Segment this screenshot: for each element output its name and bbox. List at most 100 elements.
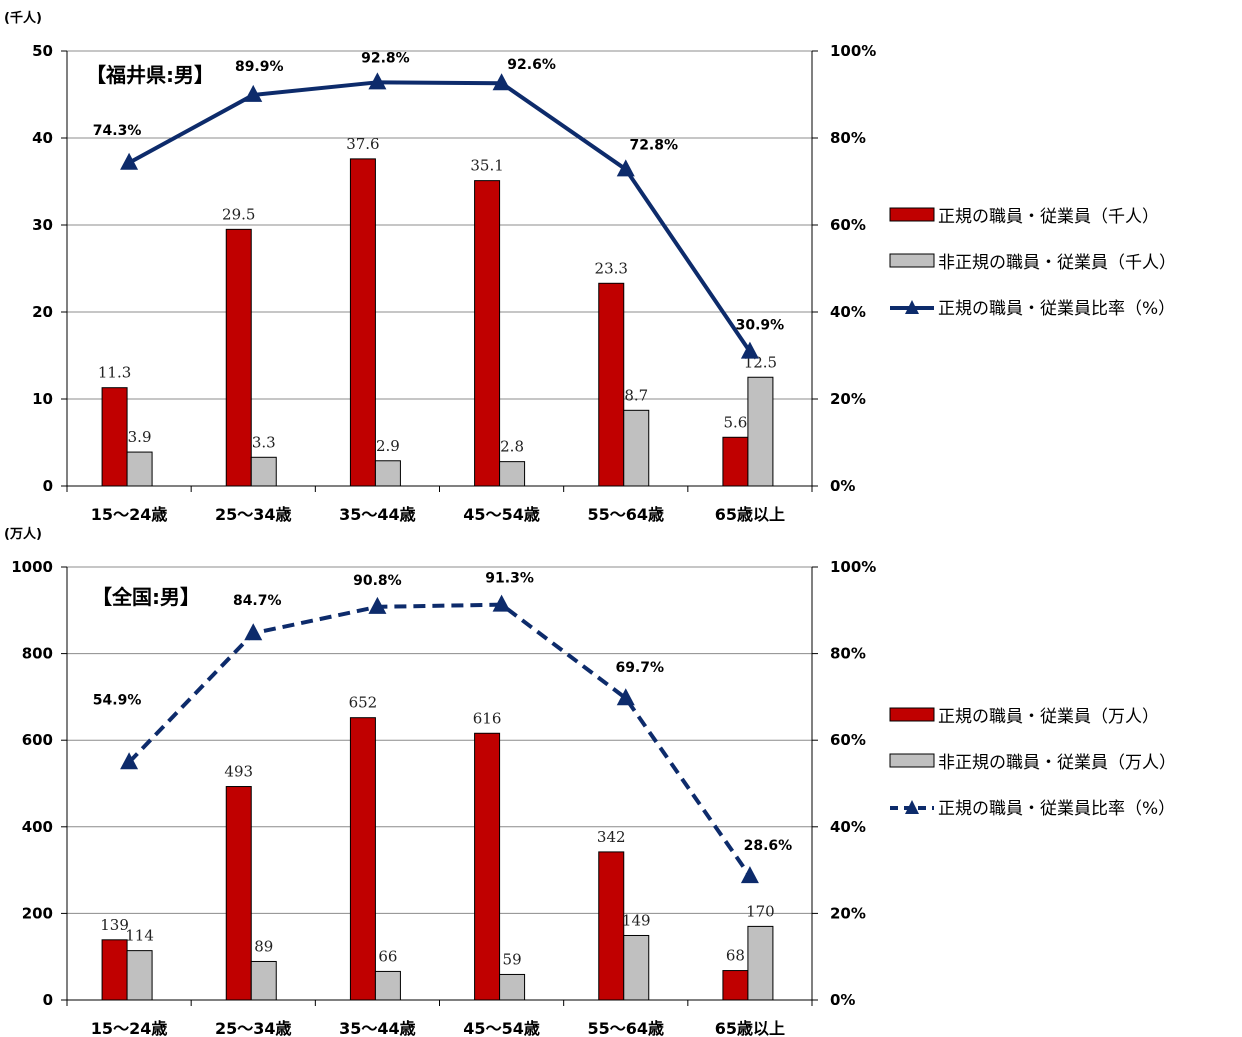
category-label: 55～64歳 bbox=[587, 505, 664, 524]
data-label: 139 bbox=[100, 916, 129, 934]
triangle-marker bbox=[244, 623, 263, 641]
data-label: 3.3 bbox=[252, 433, 276, 451]
data-label: 342 bbox=[597, 828, 626, 846]
category-label: 45～54歳 bbox=[463, 505, 540, 524]
triangle-marker bbox=[740, 866, 759, 884]
legend-swatch bbox=[889, 253, 935, 268]
chart-title: 【福井県:男】 bbox=[86, 63, 214, 87]
triangle-marker bbox=[616, 688, 635, 706]
y-tick-label: 0 bbox=[43, 477, 53, 495]
series-line bbox=[128, 80, 752, 353]
y-tick-label: 10 bbox=[32, 390, 53, 408]
category-label: 45～54歳 bbox=[463, 1019, 540, 1037]
y-unit-label: (万人) bbox=[4, 526, 42, 542]
y2-tick-label: 80% bbox=[830, 645, 866, 663]
bar bbox=[598, 282, 625, 487]
percent-label: 92.6% bbox=[507, 57, 556, 73]
legend-marker bbox=[905, 300, 919, 314]
bar bbox=[474, 732, 501, 1001]
y2-tick-label: 100% bbox=[830, 42, 876, 60]
bar bbox=[474, 180, 501, 487]
data-label: 8.7 bbox=[624, 386, 648, 404]
bar bbox=[349, 717, 376, 1001]
triangle-marker bbox=[244, 84, 263, 102]
data-label: 114 bbox=[125, 927, 154, 945]
bar bbox=[250, 456, 277, 487]
y2-tick-label: 40% bbox=[830, 818, 866, 836]
bar bbox=[499, 973, 526, 1001]
category-label: 65歳以上 bbox=[715, 1019, 785, 1037]
legend-swatch bbox=[889, 707, 935, 722]
y2-tick-label: 60% bbox=[830, 216, 866, 234]
y-tick-label: 40 bbox=[32, 129, 53, 147]
bar bbox=[126, 950, 153, 1001]
y-tick-label: 200 bbox=[22, 904, 53, 922]
percent-label: 28.6% bbox=[744, 838, 793, 854]
bar bbox=[722, 436, 749, 487]
y-tick-label: 400 bbox=[22, 818, 53, 836]
triangle-marker bbox=[492, 73, 511, 91]
y2-tick-label: 20% bbox=[830, 390, 866, 408]
legend-label: 正規の職員・従業員比率（%） bbox=[938, 799, 1175, 819]
percent-label: 74.3% bbox=[93, 123, 142, 139]
percent-label: 72.8% bbox=[629, 137, 678, 153]
data-label: 616 bbox=[473, 709, 502, 727]
triangle-marker bbox=[368, 596, 387, 614]
bar bbox=[722, 970, 749, 1001]
bar bbox=[747, 376, 774, 487]
triangle-marker bbox=[120, 752, 139, 770]
triangle-marker bbox=[368, 72, 387, 90]
legend-swatch bbox=[889, 753, 935, 768]
y2-tick-label: 60% bbox=[830, 731, 866, 749]
bar bbox=[349, 158, 376, 487]
y-unit-label: (千人) bbox=[4, 10, 42, 26]
series-line bbox=[127, 602, 752, 878]
triangle-marker bbox=[492, 594, 511, 612]
y2-tick-label: 80% bbox=[830, 129, 866, 147]
bar bbox=[623, 934, 650, 1001]
y-tick-label: 20 bbox=[32, 303, 53, 321]
category-label: 15～24歳 bbox=[91, 1019, 168, 1037]
percent-label: 92.8% bbox=[361, 50, 410, 66]
category-label: 55～64歳 bbox=[587, 1019, 664, 1037]
y2-tick-label: 0% bbox=[830, 991, 855, 1009]
bar bbox=[225, 228, 252, 487]
bar bbox=[374, 460, 401, 487]
data-label: 5.6 bbox=[723, 413, 747, 431]
legend-label: 正規の職員・従業員（千人） bbox=[938, 207, 1159, 227]
data-label: 652 bbox=[349, 694, 378, 712]
triangle-marker bbox=[740, 341, 759, 359]
bar bbox=[499, 461, 526, 487]
percent-label: 90.8% bbox=[353, 573, 402, 589]
bar bbox=[101, 939, 128, 1001]
category-label: 35～44歳 bbox=[339, 1019, 416, 1037]
bar bbox=[623, 409, 650, 487]
bar bbox=[225, 786, 252, 1001]
legend-label: 非正規の職員・従業員（千人） bbox=[938, 253, 1176, 273]
data-label: 89 bbox=[254, 937, 273, 955]
bar bbox=[747, 925, 774, 1001]
category-label: 25～34歳 bbox=[215, 1019, 292, 1037]
chart-title: 【全国:男】 bbox=[92, 585, 200, 609]
data-label: 23.3 bbox=[595, 259, 628, 277]
bar bbox=[250, 960, 277, 1001]
triangle-marker bbox=[616, 159, 635, 177]
category-label: 15～24歳 bbox=[91, 505, 168, 524]
data-label: 2.9 bbox=[376, 437, 400, 455]
y-tick-label: 30 bbox=[32, 216, 53, 234]
data-label: 170 bbox=[746, 902, 775, 920]
bar bbox=[101, 387, 128, 487]
percent-label: 89.9% bbox=[235, 59, 284, 75]
bar bbox=[598, 851, 625, 1001]
y-tick-label: 600 bbox=[22, 731, 53, 749]
category-label: 65歳以上 bbox=[715, 505, 785, 524]
y2-tick-label: 0% bbox=[830, 477, 855, 495]
legend-label: 正規の職員・従業員比率（%） bbox=[938, 299, 1175, 319]
y-tick-label: 1000 bbox=[11, 558, 53, 576]
percent-label: 69.7% bbox=[615, 660, 664, 676]
category-label: 25～34歳 bbox=[215, 505, 292, 524]
y-tick-label: 0 bbox=[43, 991, 53, 1009]
y2-tick-label: 20% bbox=[830, 904, 866, 922]
triangle-marker bbox=[120, 152, 139, 170]
